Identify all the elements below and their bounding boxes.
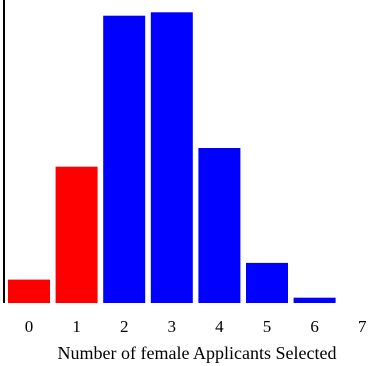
- x-tick-label-2: 2: [120, 317, 129, 336]
- x-tick-label-7: 7: [358, 317, 367, 336]
- x-tick-label-5: 5: [263, 317, 272, 336]
- bars-group: [8, 12, 336, 304]
- bar-3: [150, 12, 193, 304]
- bar-0: [8, 279, 50, 303]
- x-tick-label-3: 3: [168, 317, 177, 336]
- bar-6: [293, 297, 336, 303]
- bar-2: [103, 15, 146, 303]
- x-tick-label-6: 6: [310, 317, 319, 336]
- x-tick-labels: 0 1 2 3 4 5 6 7: [25, 317, 367, 336]
- x-axis-title: Number of female Applicants Selected: [58, 343, 337, 363]
- bar-5: [246, 262, 288, 303]
- bar-4: [198, 148, 241, 303]
- x-tick-label-4: 4: [215, 317, 224, 336]
- x-tick-label-0: 0: [25, 317, 34, 336]
- x-tick-label-1: 1: [72, 317, 81, 336]
- bar-1: [55, 166, 98, 303]
